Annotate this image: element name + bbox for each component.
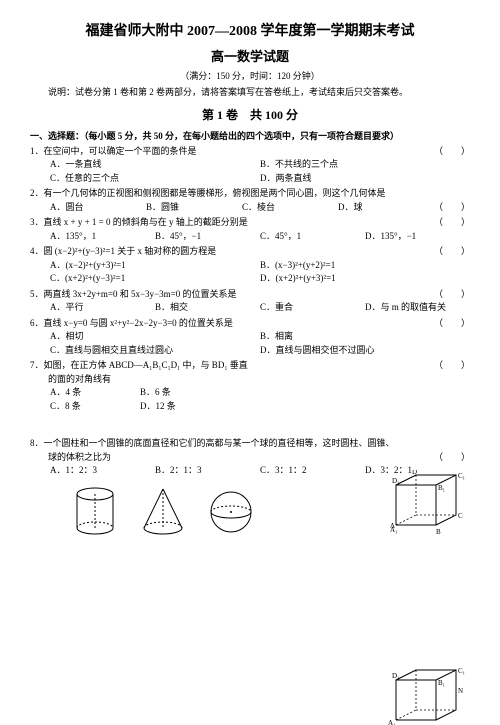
q5-stem: 5．两直线 3x+2y+m=0 和 5x−3y−3m=0 的位置关系是 (30, 288, 470, 302)
question-7: （ ） 7．如图，在正方体 ABCD—A₁B₁C₁D₁ 中，与 BD₁ 垂直 的… (30, 359, 470, 413)
cylinder-icon (70, 484, 120, 539)
q8-optA: A．1：2：3 (50, 464, 155, 478)
question-4: （ ） 4．圆 (x−2)²+(y−3)²=1 关于 x 轴对称的圆方程是 A．… (30, 245, 470, 286)
cube-figure-q7: D₁ C₁ A₁ B₁ D C A B (388, 470, 468, 540)
q6-optD: D．直线与圆相交但不过圆心 (260, 344, 470, 358)
q7-stem1: 7．如图，在正方体 ABCD—A₁B₁C₁D₁ 中，与 BD₁ 垂直 (30, 359, 470, 373)
q1-optB: B．不共线的三个点 (260, 158, 470, 172)
q4-paren: （ ） (434, 245, 470, 259)
part-title: 第 1 卷 共 100 分 (30, 106, 470, 123)
q2-stem: 2．有一个几何体的正视图和侧视图都是等腰梯形，俯视图是两个同心圆，则这个几何体是 (30, 187, 470, 201)
q1-optA: A．一条直线 (50, 158, 260, 172)
q2-optB: B．圆锥 (146, 201, 242, 215)
q2-paren: （ ） (434, 201, 470, 215)
question-8: 8．一个圆柱和一个圆锥的底面直径和它们的高都与某一个球的直径相等，这时圆柱、圆锥… (30, 437, 470, 478)
q4-optD: D．(x+2)²+(y+3)²=1 (260, 272, 470, 286)
q3-paren: （ ） (434, 216, 470, 230)
question-1: （ ） 1．在空间中，可以确定一个平面的条件是 A．一条直线 B．不共线的三个点… (30, 145, 470, 186)
q7-optC: C．8 条 (50, 400, 140, 414)
q5-optD: D．与 m 的取值有关 (365, 301, 470, 315)
q7-optD: D．12 条 (140, 400, 230, 414)
q3-optD: D．135°，−1 (365, 230, 470, 244)
q1-optC: C．任意的三个点 (50, 172, 260, 186)
cube-D1: D₁ (392, 477, 400, 485)
q6-paren: （ ） (434, 317, 470, 331)
q5-paren: （ ） (434, 288, 470, 302)
q2-optD: D．球 (338, 201, 434, 215)
section1-head: 一、选择题：（每小题 5 分，共 50 分，在每小题给出的四个选项中，只有一项符… (30, 129, 470, 142)
q4-stem: 4．圆 (x−2)²+(y−3)²=1 关于 x 轴对称的圆方程是 (30, 245, 470, 259)
q8-stem1: 8．一个圆柱和一个圆锥的底面直径和它们的高都与某一个球的直径相等，这时圆柱、圆锥… (30, 437, 470, 451)
q3-optC: C．45°，1 (260, 230, 365, 244)
q5-optA: A．平行 (50, 301, 155, 315)
question-6: （ ） 6．直线 x−y=0 与圆 x²+y²−2x−2y−3=0 的位置关系是… (30, 317, 470, 358)
cube-A: A (390, 522, 395, 530)
q2-optC: C．棱台 (242, 201, 338, 215)
q7-paren: （ ） (434, 359, 470, 373)
q5-optB: B．相交 (155, 301, 260, 315)
q3-optA: A．135°，1 (50, 230, 155, 244)
q4-optB: B．(x−3)²+(y+2)²=1 (260, 259, 470, 273)
meta-line: （满分：150 分，时间：120 分钟） (30, 69, 470, 82)
q2-optA: A．圆台 (50, 201, 146, 215)
q8-optD: D．3：2：1 (365, 464, 470, 478)
q7-stem2: 的面的对角线有 (30, 373, 470, 387)
q4-optA: A．(x−2)²+(y+3)²=1 (50, 259, 260, 273)
q8-optC: C．3：1：2 (260, 464, 365, 478)
q1-optD: D．两条直线 (260, 172, 470, 186)
q6-stem: 6．直线 x−y=0 与圆 x²+y²−2x−2y−3=0 的位置关系是 (30, 317, 470, 331)
cube2-N: N (458, 687, 463, 695)
q7-optA: A．4 条 (50, 386, 140, 400)
q6-optC: C．直线与圆相交且直线过圆心 (50, 344, 260, 358)
main-title: 福建省师大附中 2007—2008 学年度第一学期期末考试 (30, 20, 470, 40)
cube-B1: B₁ (438, 484, 445, 492)
sub-title: 高一数学试题 (30, 46, 470, 65)
question-3: （ ） 3．直线 x + y + 1 = 0 的倾斜角与在 y 轴上的截距分别是… (30, 216, 470, 243)
cube-B: B (436, 528, 441, 536)
q8-optB: B．2：1：3 (155, 464, 260, 478)
q3-stem: 3．直线 x + y + 1 = 0 的倾斜角与在 y 轴上的截距分别是 (30, 216, 470, 230)
q3-optB: B．45°，−1 (155, 230, 260, 244)
q8-stem2: 球的体积之比为 (30, 451, 470, 465)
q6-optA: A．相切 (50, 330, 260, 344)
cube2-A1: A₁ (388, 719, 396, 725)
sphere-icon (206, 484, 256, 539)
q5-optC: C．重合 (260, 301, 365, 315)
cube2-B1: B₁ (438, 679, 445, 687)
q1-stem: 1．在空间中，可以确定一个平面的条件是 (30, 145, 470, 159)
q6-optB: B．相离 (260, 330, 470, 344)
q7-optB: B．6 条 (140, 386, 230, 400)
cube2-D1: D₁ (392, 672, 400, 680)
cube-C: C (458, 512, 463, 520)
instruction-text: 说明：试卷分第 1 卷和第 2 卷两部分，请将答案填写在答卷纸上，考试结束后只交… (30, 86, 470, 100)
cube2-C1: C₁ (458, 667, 465, 675)
question-2: 2．有一个几何体的正视图和侧视图都是等腰梯形，俯视图是两个同心圆，则这个几何体是… (30, 187, 470, 214)
cube-figure-bottom: D₁ C₁ A₁ B₁ N (388, 665, 468, 725)
cone-icon (138, 484, 188, 539)
q1-paren: （ ） (434, 145, 470, 159)
q4-optC: C．(x+2)²+(y−3)²=1 (50, 272, 260, 286)
question-5: （ ） 5．两直线 3x+2y+m=0 和 5x−3y−3m=0 的位置关系是 … (30, 288, 470, 315)
q8-paren: （ ） (434, 451, 470, 465)
